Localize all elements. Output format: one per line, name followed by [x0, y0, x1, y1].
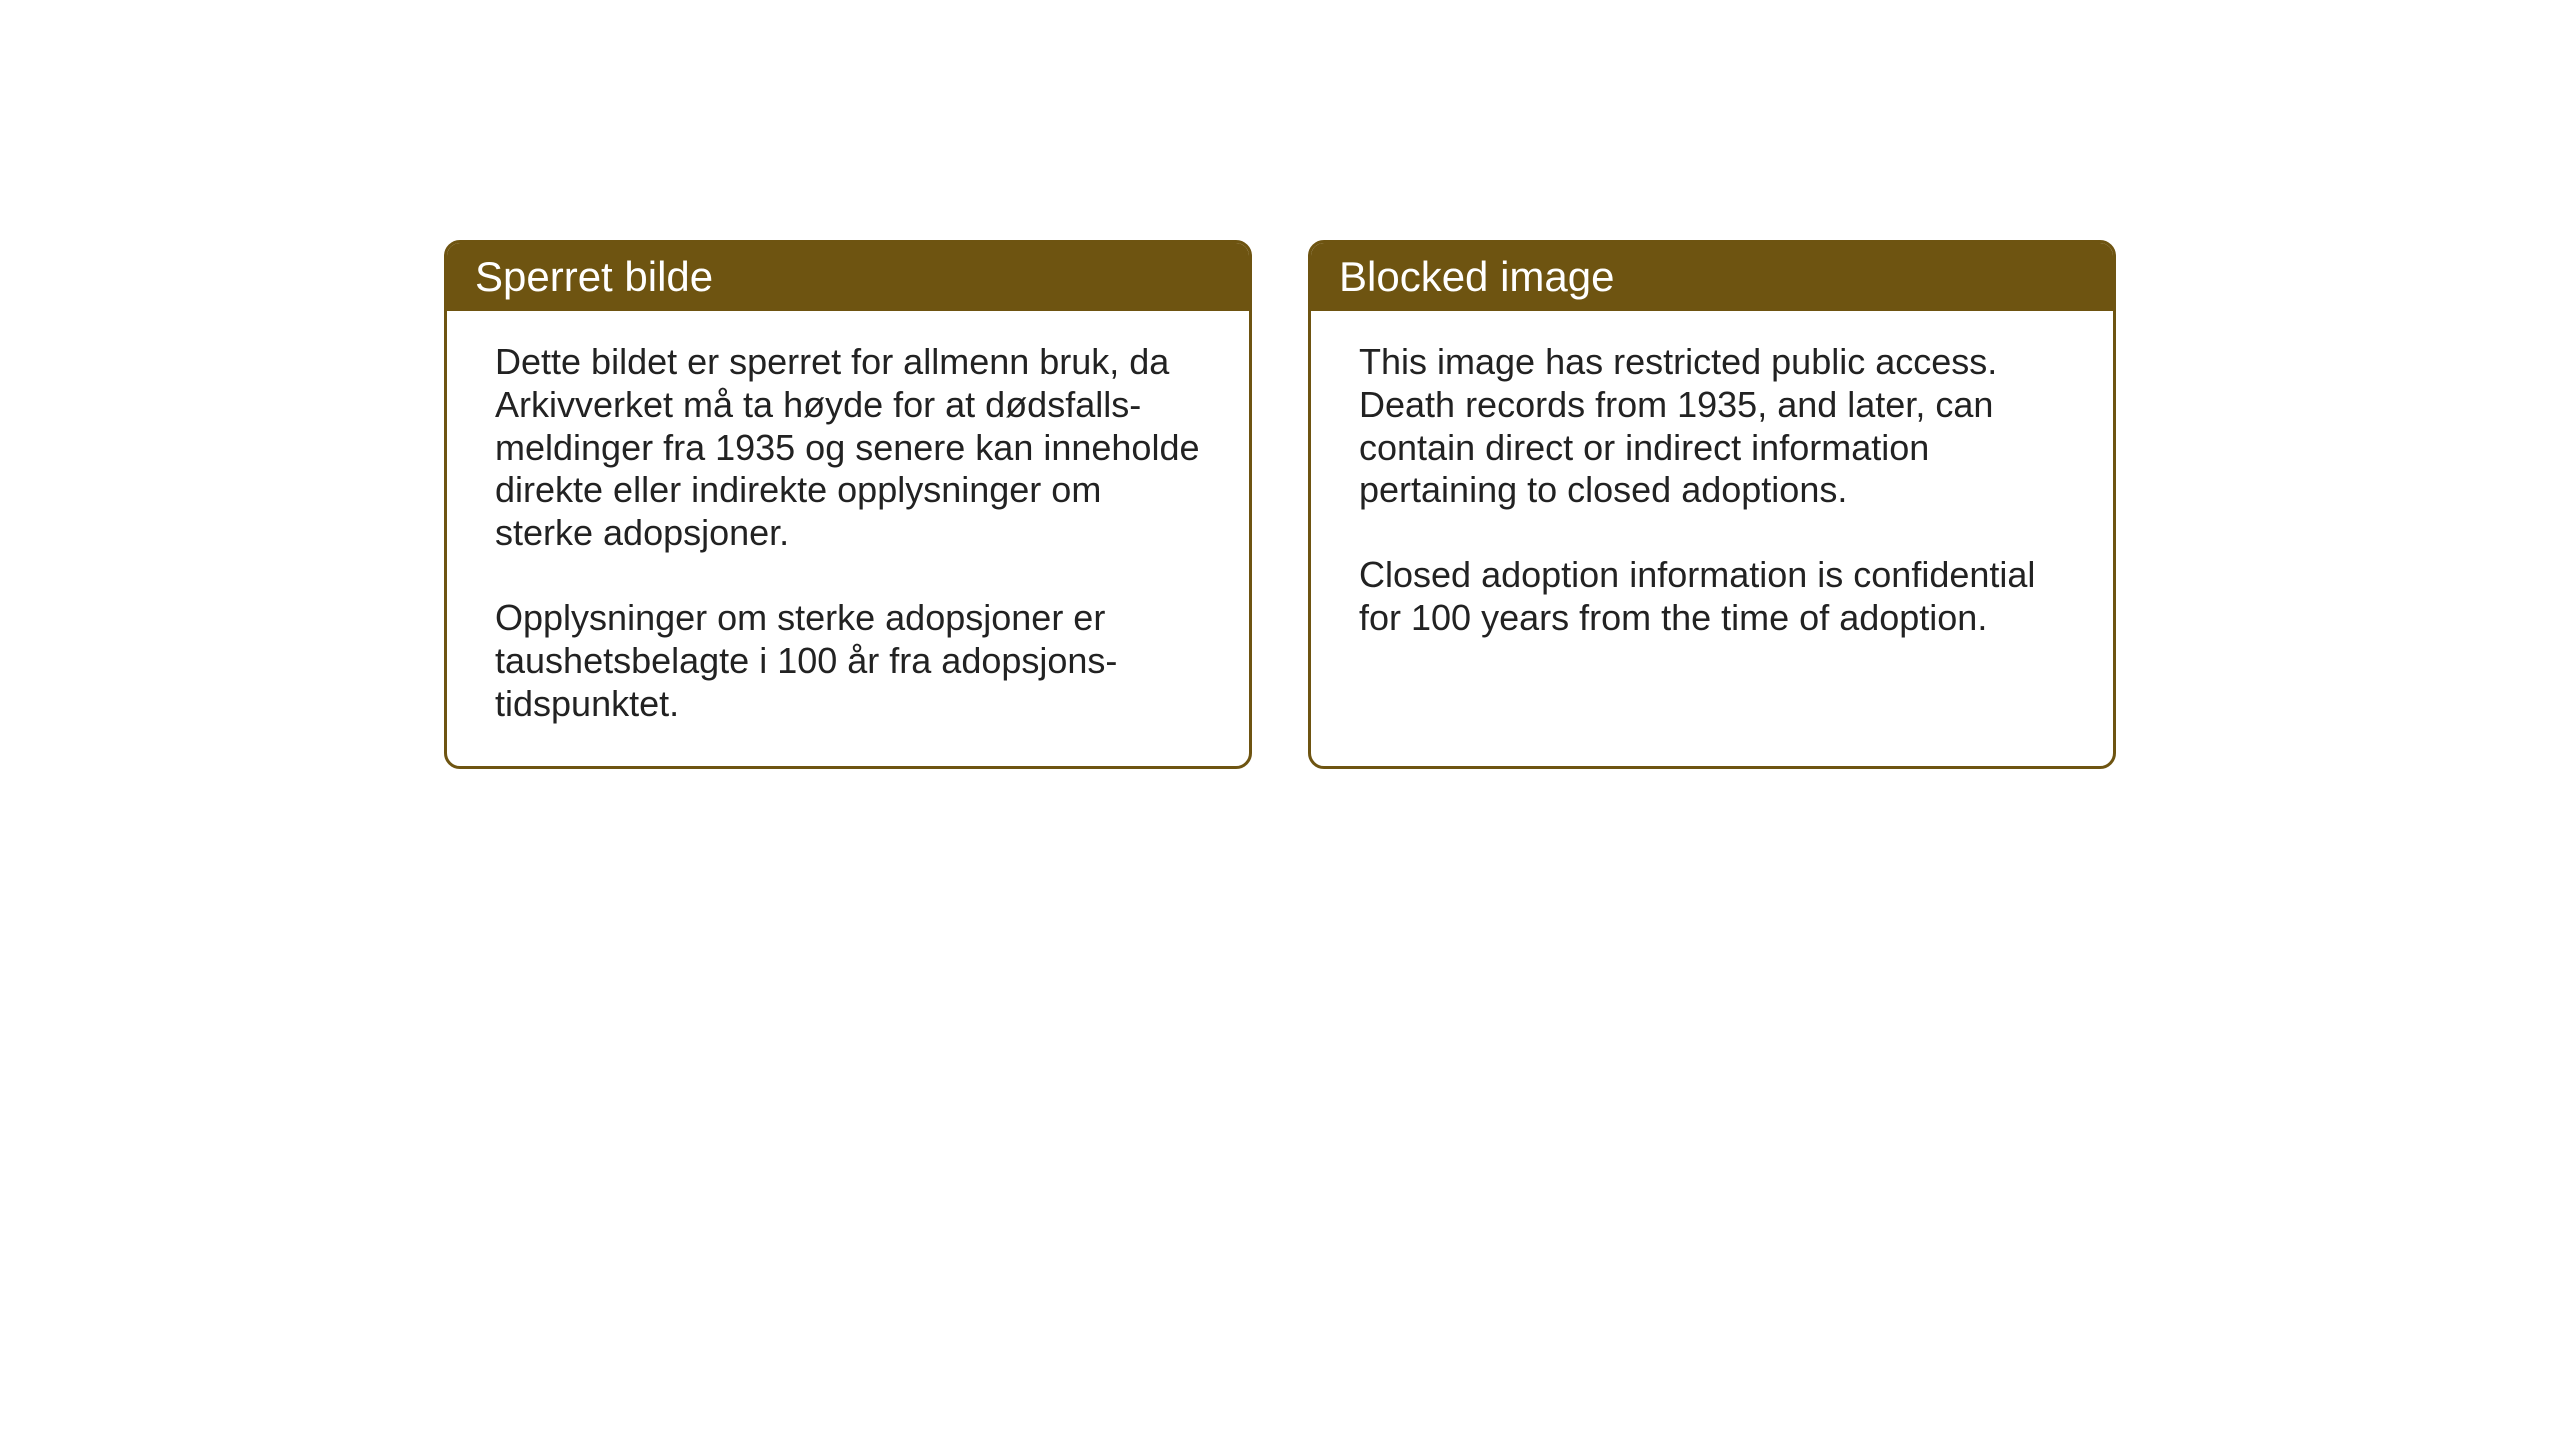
- card-title-norwegian: Sperret bilde: [475, 253, 713, 300]
- card-body-english: This image has restricted public access.…: [1311, 311, 2113, 751]
- notice-card-english: Blocked image This image has restricted …: [1308, 240, 2116, 769]
- card-header-english: Blocked image: [1311, 243, 2113, 311]
- notice-card-norwegian: Sperret bilde Dette bildet er sperret fo…: [444, 240, 1252, 769]
- card-title-english: Blocked image: [1339, 253, 1614, 300]
- paragraph-english-2: Closed adoption information is confident…: [1359, 554, 2065, 640]
- paragraph-norwegian-2: Opplysninger om sterke adopsjoner er tau…: [495, 597, 1201, 725]
- paragraph-english-1: This image has restricted public access.…: [1359, 341, 2065, 512]
- notice-container: Sperret bilde Dette bildet er sperret fo…: [444, 240, 2116, 769]
- card-header-norwegian: Sperret bilde: [447, 243, 1249, 311]
- card-body-norwegian: Dette bildet er sperret for allmenn bruk…: [447, 311, 1249, 766]
- paragraph-norwegian-1: Dette bildet er sperret for allmenn bruk…: [495, 341, 1201, 555]
